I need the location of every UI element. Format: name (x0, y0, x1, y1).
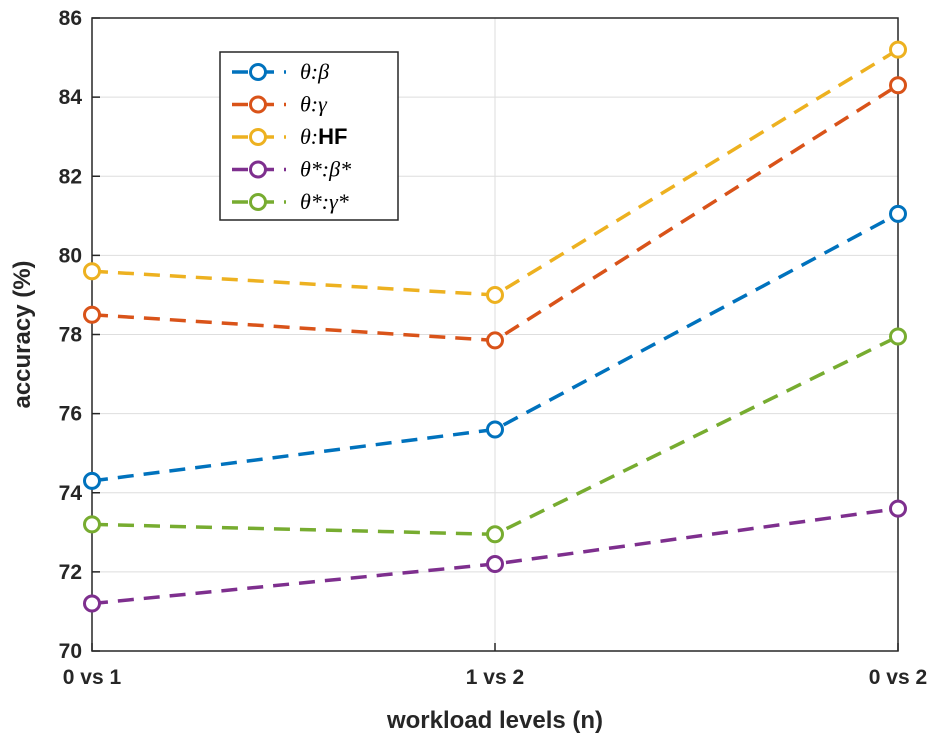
x-axis-ticks: 0 vs 1 1 vs 2 0 vs 2 (63, 643, 927, 689)
legend-item: θ*:γ* (230, 189, 349, 214)
y-axis-label: accuracy (%) (9, 260, 36, 408)
x-tick-label: 0 vs 2 (869, 666, 927, 689)
y-tick-label: 82 (59, 165, 82, 188)
legend-swatch-marker (249, 95, 267, 114)
series-group (83, 40, 907, 613)
y-tick-label: 70 (59, 640, 82, 663)
legend-swatch-marker (249, 63, 267, 81)
legend-label: θ:HF (300, 124, 347, 149)
legend-item: θ*:β* (230, 157, 351, 182)
data-point (889, 76, 907, 95)
data-point (889, 40, 907, 59)
data-point (889, 327, 907, 346)
y-tick-label: 72 (59, 561, 82, 584)
y-tick-label: 76 (59, 403, 82, 426)
data-point (486, 285, 504, 304)
x-tick-label: 0 vs 1 (63, 666, 122, 689)
data-point (83, 515, 101, 534)
legend-label: θ*:γ* (300, 189, 349, 214)
data-point (486, 420, 504, 439)
data-point (83, 305, 101, 324)
data-point (83, 594, 101, 613)
data-point (889, 204, 907, 223)
legend-swatch-marker (249, 128, 267, 146)
y-tick-label: 80 (59, 244, 82, 267)
y-tick-label: 84 (59, 86, 83, 109)
y-tick-label: 86 (59, 7, 82, 30)
legend-label: θ:β (300, 59, 329, 84)
legend-item: θ:β (230, 59, 329, 84)
x-tick-label: 1 vs 2 (466, 666, 524, 689)
legend-swatch-marker (249, 193, 267, 211)
y-axis-ticks: 70 72 74 76 78 80 82 84 86 (59, 7, 100, 663)
data-point (83, 471, 101, 490)
x-axis-label: workload levels (n) (386, 707, 603, 734)
legend-item: θ:HF (230, 124, 347, 149)
data-point (486, 554, 504, 573)
y-tick-label: 78 (59, 324, 83, 347)
y-tick-label: 74 (59, 482, 83, 505)
data-point (486, 525, 504, 544)
series-line-0 (91, 212, 899, 483)
data-point (486, 331, 504, 350)
legend-item: θ:γ (230, 92, 328, 117)
legend: θ:β θ:γ θ:HF θ*:β* θ*:γ* (219, 51, 399, 221)
data-point (889, 499, 907, 518)
legend-swatch-marker (249, 160, 267, 179)
legend-label: θ*:β* (300, 157, 351, 182)
data-point (83, 262, 101, 281)
legend-label: θ:γ (300, 92, 328, 117)
